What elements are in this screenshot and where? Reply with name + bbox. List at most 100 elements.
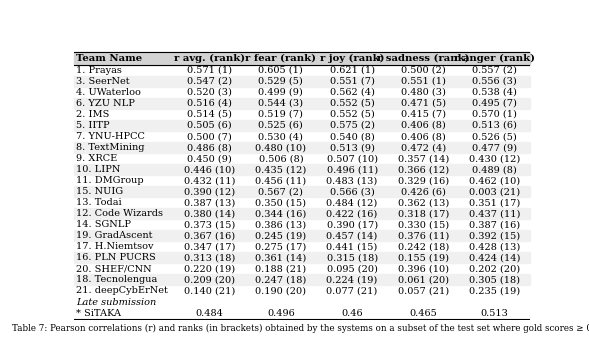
Bar <box>74 186 530 197</box>
Text: 0.441 (15): 0.441 (15) <box>326 242 378 251</box>
Text: 20. SHEF/CNN: 20. SHEF/CNN <box>76 265 151 274</box>
Text: 0.245 (19): 0.245 (19) <box>255 231 306 240</box>
Text: 9. XRCE: 9. XRCE <box>76 154 117 163</box>
Bar <box>74 208 530 219</box>
Text: 0.556 (3): 0.556 (3) <box>472 77 517 86</box>
Text: 0.387 (16): 0.387 (16) <box>469 220 520 229</box>
Text: 0.566 (3): 0.566 (3) <box>330 187 375 196</box>
Text: 0.422 (16): 0.422 (16) <box>326 209 378 218</box>
Text: 0.209 (20): 0.209 (20) <box>184 275 235 284</box>
Text: 0.313 (18): 0.313 (18) <box>184 253 235 262</box>
Text: 10. LIPN: 10. LIPN <box>76 165 120 174</box>
Text: 0.506 (8): 0.506 (8) <box>259 154 303 163</box>
Bar <box>74 76 530 87</box>
Text: 0.500 (7): 0.500 (7) <box>187 132 232 141</box>
Text: 6. YZU NLP: 6. YZU NLP <box>76 99 135 108</box>
Text: 0.529 (5): 0.529 (5) <box>259 77 303 86</box>
Text: 0.483 (13): 0.483 (13) <box>326 176 378 185</box>
Text: 0.406 (8): 0.406 (8) <box>401 132 446 141</box>
Text: 0.357 (14): 0.357 (14) <box>398 154 449 163</box>
Text: 0.520 (3): 0.520 (3) <box>187 88 232 97</box>
Text: 15. NUIG: 15. NUIG <box>76 187 123 196</box>
Text: 0.095 (20): 0.095 (20) <box>327 265 378 274</box>
Text: 0.457 (14): 0.457 (14) <box>326 231 378 240</box>
Text: 0.471 (5): 0.471 (5) <box>401 99 446 108</box>
Text: 0.551 (7): 0.551 (7) <box>330 77 375 86</box>
Text: 0.061 (20): 0.061 (20) <box>398 275 449 284</box>
Text: 14. SGNLP: 14. SGNLP <box>76 220 131 229</box>
Text: 0.362 (13): 0.362 (13) <box>398 198 449 207</box>
Text: 0.513: 0.513 <box>481 309 508 318</box>
Text: 0.605 (1): 0.605 (1) <box>259 66 303 75</box>
Text: 0.406 (8): 0.406 (8) <box>401 121 446 130</box>
Bar <box>74 230 530 241</box>
Text: 3. SeerNet: 3. SeerNet <box>76 77 130 86</box>
Bar <box>74 142 530 153</box>
Text: 0.077 (21): 0.077 (21) <box>326 287 378 296</box>
Text: 0.315 (18): 0.315 (18) <box>326 253 378 262</box>
Text: 0.472 (4): 0.472 (4) <box>401 143 446 152</box>
Text: 18. Tecnolengua: 18. Tecnolengua <box>76 275 157 284</box>
Text: 0.562 (4): 0.562 (4) <box>330 88 375 97</box>
Text: 0.330 (15): 0.330 (15) <box>398 220 449 229</box>
Text: 7. YNU-HPCC: 7. YNU-HPCC <box>76 132 145 141</box>
Text: 1. Prayas: 1. Prayas <box>76 66 122 75</box>
Text: 0.430 (12): 0.430 (12) <box>469 154 520 163</box>
Text: 0.547 (2): 0.547 (2) <box>187 77 232 86</box>
Text: 0.396 (10): 0.396 (10) <box>398 265 449 274</box>
Text: 0.188 (21): 0.188 (21) <box>255 265 306 274</box>
Text: 0.329 (16): 0.329 (16) <box>398 176 449 185</box>
Text: 0.495 (7): 0.495 (7) <box>472 99 517 108</box>
Text: 0.465: 0.465 <box>409 309 437 318</box>
Text: 0.057 (21): 0.057 (21) <box>398 287 449 296</box>
Text: 0.571 (1): 0.571 (1) <box>187 66 232 75</box>
Text: 0.507 (10): 0.507 (10) <box>326 154 378 163</box>
Text: 0.366 (12): 0.366 (12) <box>398 165 449 174</box>
Text: 0.426 (6): 0.426 (6) <box>401 187 446 196</box>
Text: 0.344 (16): 0.344 (16) <box>255 209 306 218</box>
Text: 0.347 (17): 0.347 (17) <box>184 242 236 251</box>
Bar <box>74 98 530 109</box>
Text: 0.557 (2): 0.557 (2) <box>472 66 517 75</box>
Text: 0.484 (12): 0.484 (12) <box>326 198 378 207</box>
Text: 0.376 (11): 0.376 (11) <box>398 231 449 240</box>
Text: Team Name: Team Name <box>76 54 142 63</box>
Text: 11. DMGroup: 11. DMGroup <box>76 176 144 185</box>
Text: 5. IITP: 5. IITP <box>76 121 110 130</box>
Text: Late submission: Late submission <box>76 297 156 306</box>
Text: r fear (rank): r fear (rank) <box>246 54 316 63</box>
Text: 0.530 (4): 0.530 (4) <box>259 132 303 141</box>
Text: 0.235 (19): 0.235 (19) <box>469 287 520 296</box>
Text: r sadness (rank): r sadness (rank) <box>377 54 469 63</box>
Text: r joy (rank): r joy (rank) <box>320 54 385 63</box>
Text: 19. GradAscent: 19. GradAscent <box>76 231 153 240</box>
Text: 0.516 (4): 0.516 (4) <box>187 99 232 108</box>
Text: 0.242 (18): 0.242 (18) <box>398 242 449 251</box>
Text: r avg. (rank): r avg. (rank) <box>174 54 245 63</box>
Text: 0.496 (11): 0.496 (11) <box>326 165 378 174</box>
Text: 0.551 (1): 0.551 (1) <box>401 77 446 86</box>
Text: 0.415 (7): 0.415 (7) <box>401 110 446 119</box>
Text: 0.462 (10): 0.462 (10) <box>469 176 520 185</box>
Text: 0.480 (10): 0.480 (10) <box>256 143 306 152</box>
Text: 0.450 (9): 0.450 (9) <box>187 154 232 163</box>
Text: 0.387 (13): 0.387 (13) <box>184 198 235 207</box>
Text: 16. PLN PUCRS: 16. PLN PUCRS <box>76 253 155 262</box>
Text: 0.552 (5): 0.552 (5) <box>330 110 375 119</box>
Text: 0.526 (5): 0.526 (5) <box>472 132 517 141</box>
Text: 0.247 (18): 0.247 (18) <box>255 275 306 284</box>
Text: 0.500 (2): 0.500 (2) <box>401 66 446 75</box>
Bar <box>74 274 530 285</box>
Text: 0.202 (20): 0.202 (20) <box>469 265 520 274</box>
Text: 0.190 (20): 0.190 (20) <box>256 287 306 296</box>
Text: 0.514 (5): 0.514 (5) <box>187 110 232 119</box>
Text: 0.424 (14): 0.424 (14) <box>469 253 520 262</box>
Bar <box>74 252 530 264</box>
Text: 2. IMS: 2. IMS <box>76 110 110 119</box>
Text: 0.552 (5): 0.552 (5) <box>330 99 375 108</box>
Text: 17. H.Niemtsov: 17. H.Niemtsov <box>76 242 153 251</box>
Text: 0.46: 0.46 <box>341 309 363 318</box>
Text: 0.220 (19): 0.220 (19) <box>184 265 235 274</box>
Text: 8. TextMining: 8. TextMining <box>76 143 144 152</box>
Text: 0.567 (2): 0.567 (2) <box>259 187 303 196</box>
